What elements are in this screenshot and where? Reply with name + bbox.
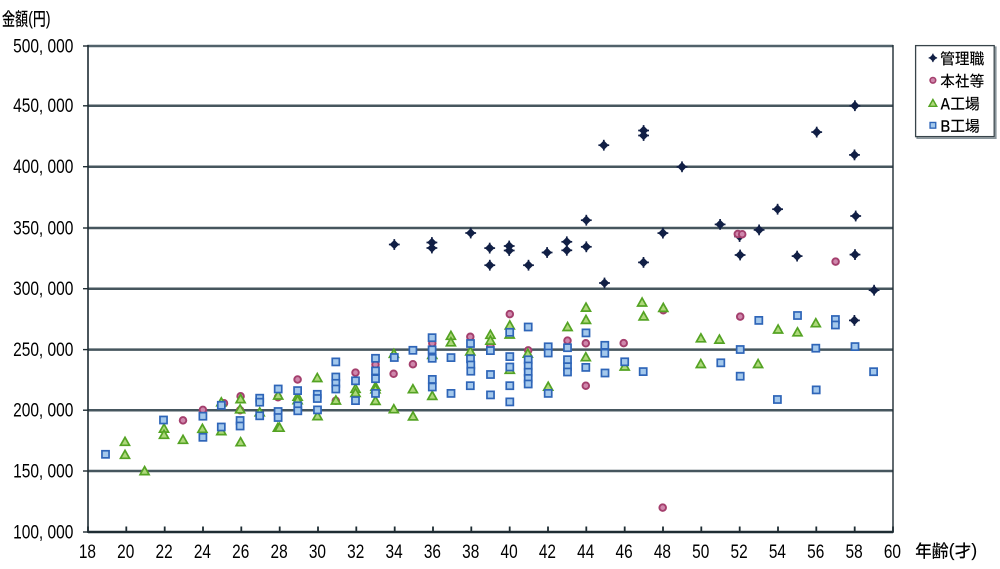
svg-text:60: 60 <box>884 540 901 562</box>
svg-text:24: 24 <box>194 540 211 562</box>
svg-text:46: 46 <box>616 540 633 562</box>
svg-text:200, 000: 200, 000 <box>13 399 73 421</box>
svg-text:30: 30 <box>309 540 326 562</box>
svg-text:18: 18 <box>79 540 96 562</box>
svg-text:100, 000: 100, 000 <box>13 521 73 543</box>
svg-text:26: 26 <box>232 540 249 562</box>
svg-text:58: 58 <box>846 540 863 562</box>
svg-text:350, 000: 350, 000 <box>13 217 73 239</box>
svg-text:38: 38 <box>462 540 479 562</box>
svg-text:450, 000: 450, 000 <box>13 94 73 116</box>
svg-text:500, 000: 500, 000 <box>13 35 73 57</box>
svg-text:400, 000: 400, 000 <box>13 155 73 177</box>
svg-text:22: 22 <box>156 540 173 562</box>
svg-text:20: 20 <box>117 540 134 562</box>
svg-text:34: 34 <box>386 540 403 562</box>
svg-text:250, 000: 250, 000 <box>13 338 73 360</box>
svg-text:44: 44 <box>577 540 594 562</box>
svg-text:36: 36 <box>424 540 441 562</box>
svg-text:300, 000: 300, 000 <box>13 277 73 299</box>
svg-text:32: 32 <box>347 540 364 562</box>
svg-text:150, 000: 150, 000 <box>13 460 73 482</box>
svg-text:48: 48 <box>654 540 671 562</box>
svg-text:50: 50 <box>692 540 709 562</box>
svg-text:56: 56 <box>807 540 824 562</box>
svg-text:40: 40 <box>501 540 518 562</box>
svg-text:42: 42 <box>539 540 556 562</box>
svg-text:54: 54 <box>769 540 786 562</box>
svg-text:28: 28 <box>271 540 288 562</box>
svg-text:52: 52 <box>731 540 748 562</box>
